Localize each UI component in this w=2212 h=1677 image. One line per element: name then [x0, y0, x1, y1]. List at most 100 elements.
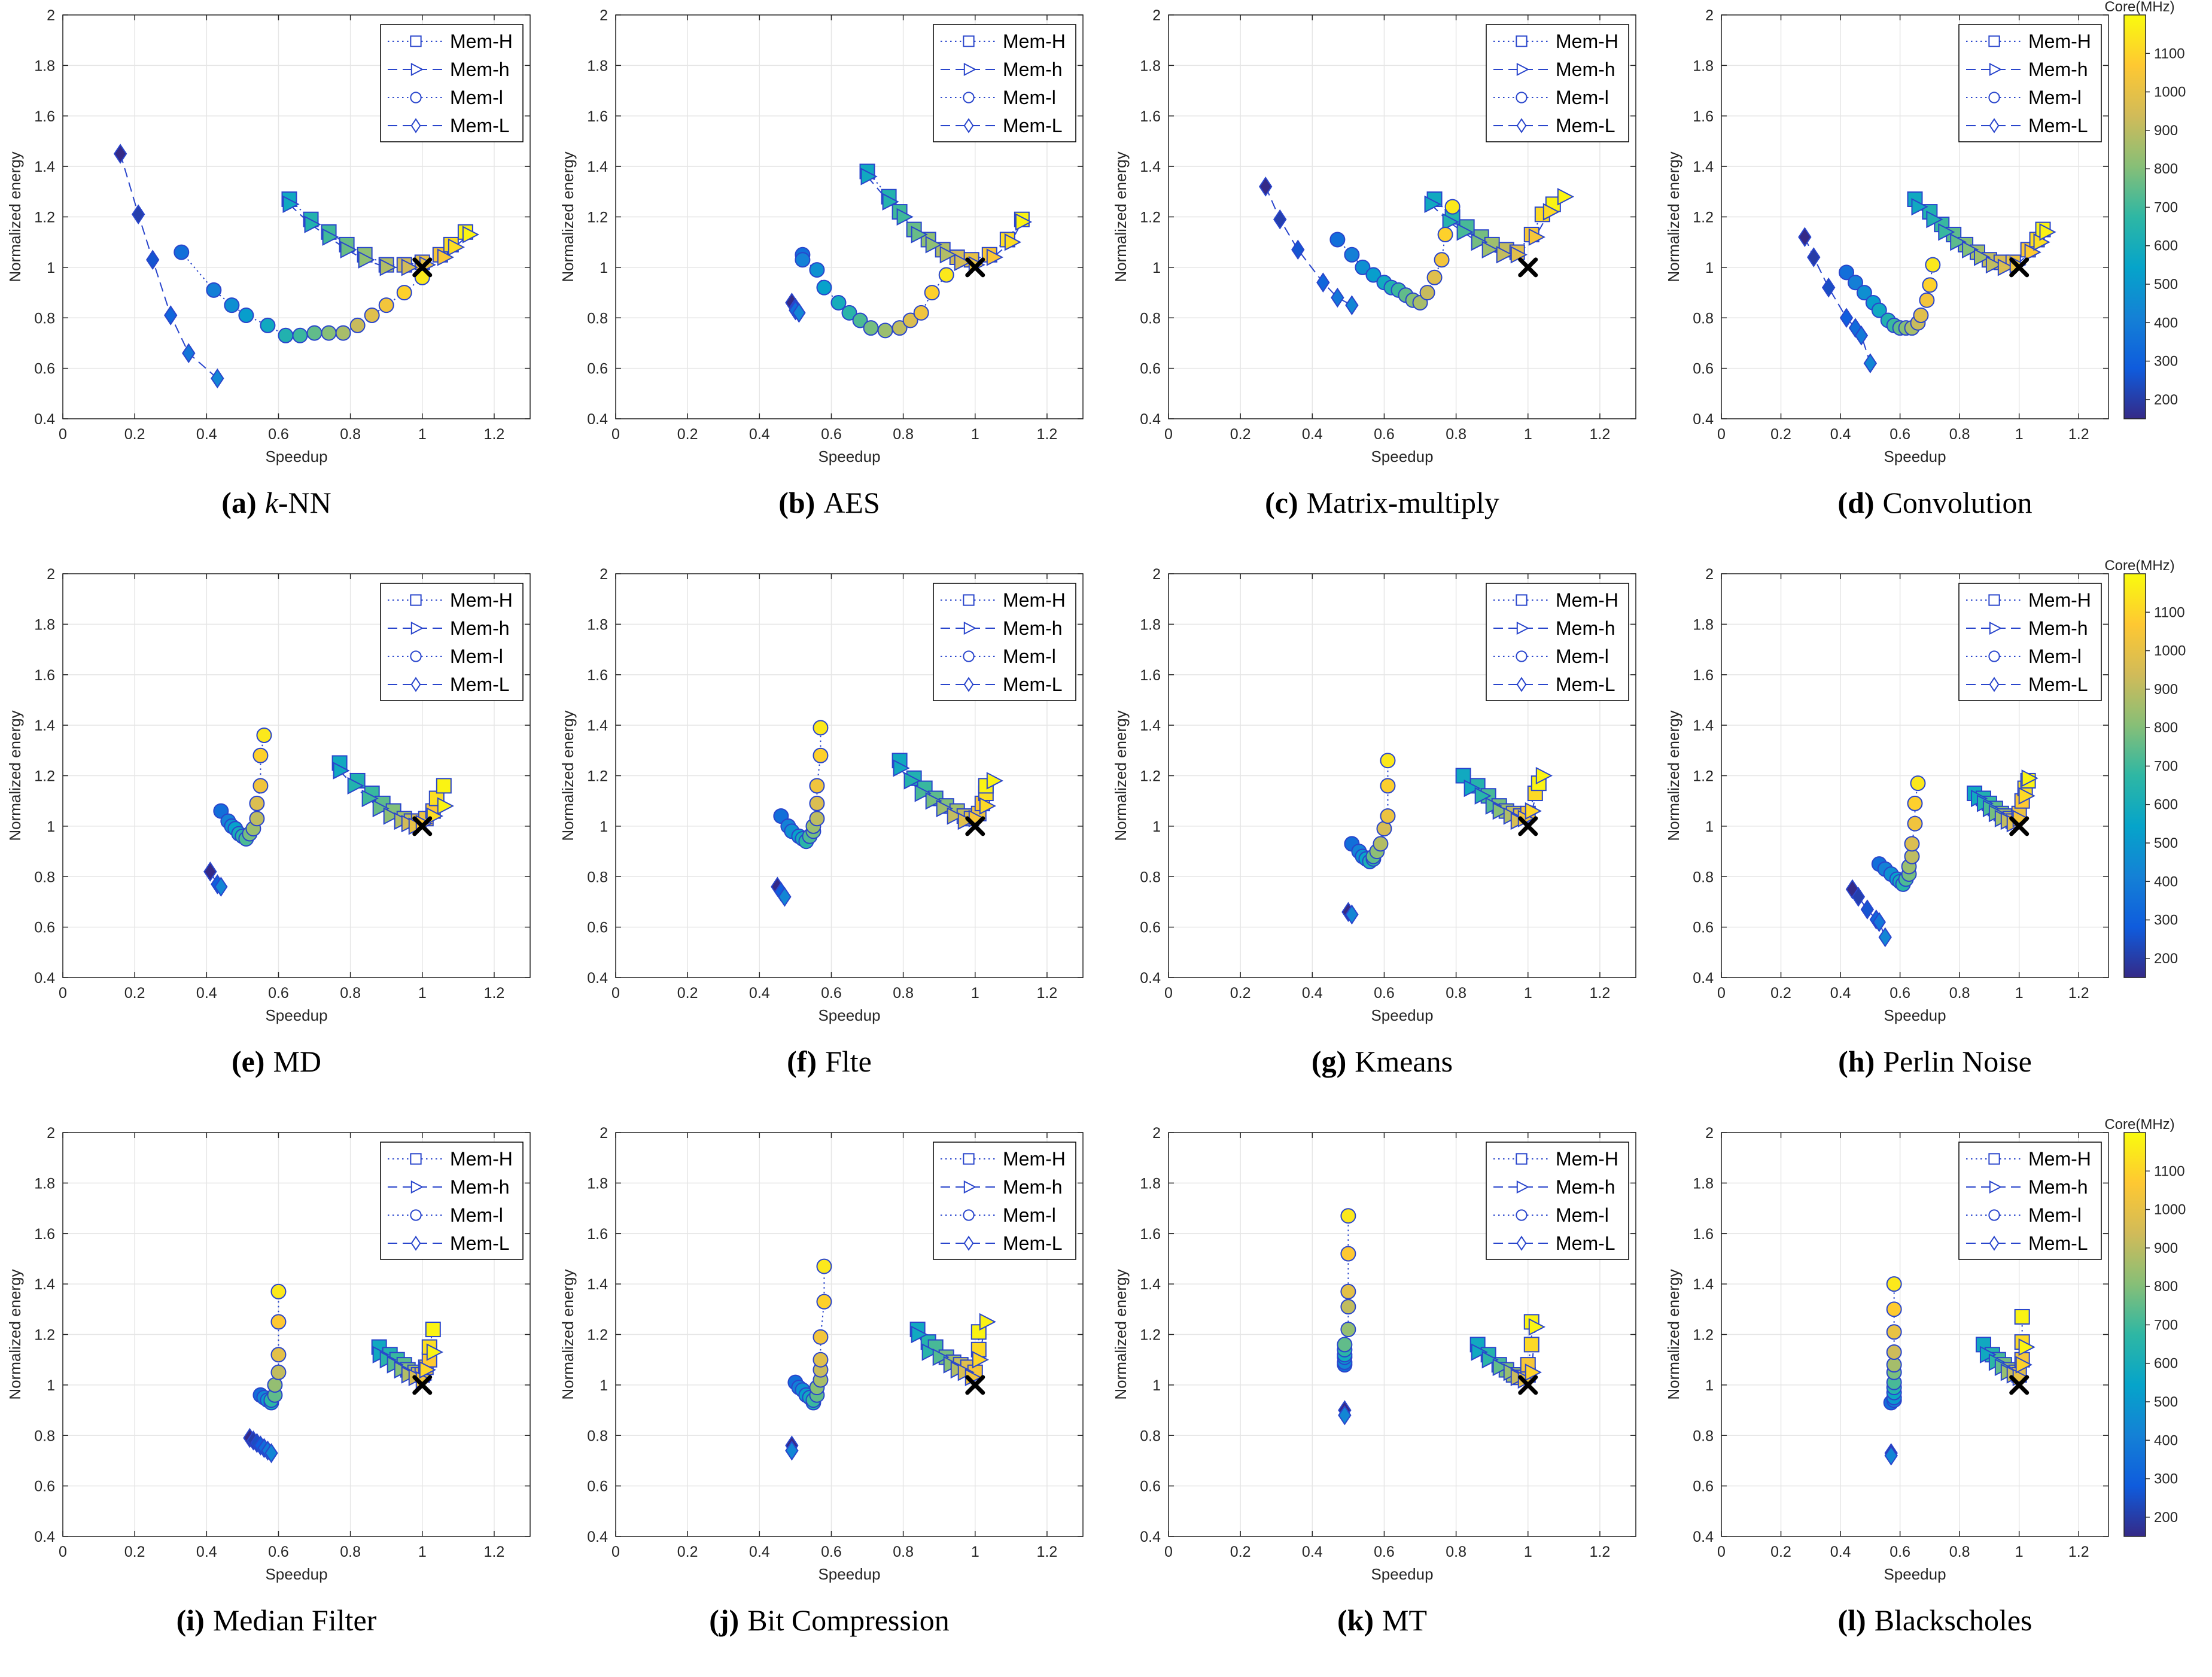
y-tick-label: 1.2	[1140, 1327, 1161, 1344]
x-tick-label: 1	[1524, 426, 1532, 443]
x-tick-label: 0.4	[1830, 985, 1851, 1002]
x-tick-label: 0.8	[1446, 1544, 1466, 1560]
x-axis-label: Speedup	[1884, 448, 1946, 465]
data-point-marker-triangle	[1004, 233, 1022, 251]
y-tick-label: 0.6	[1693, 361, 1714, 378]
chart-canvas-g: 0 0.2 0.4 0.6 0.8 1 1.2 0.4 0.6 0.8 1 1.2 1.4 1.6 1.8 2…	[1112, 566, 1636, 1024]
x-tick-label: 0.6	[1374, 426, 1395, 443]
legend-label: Mem-h	[1003, 1176, 1063, 1198]
data-point-marker-diamond	[1989, 1235, 2000, 1251]
data-point-marker-circle	[270, 1314, 287, 1330]
data-point-marker-circle	[252, 778, 269, 794]
legend-box	[933, 24, 1076, 142]
data-point-marker-triangle	[437, 248, 454, 266]
subplot-caption-g: (g) Kmeans	[1106, 1028, 1659, 1134]
data-point-marker-triangle	[2024, 243, 2041, 261]
legend-label: Mem-h	[2028, 1176, 2088, 1198]
data-point-marker-circle	[1340, 1208, 1356, 1224]
data-point-marker-diamond	[1848, 318, 1863, 338]
data-point-marker-diamond	[1854, 325, 1869, 346]
y-axis-label: Normalized energy	[6, 1269, 24, 1399]
data-point-marker-triangle	[333, 762, 350, 780]
chart-canvas-a: 0 0.2 0.4 0.6 0.8 1 1.2 0.4 0.6 0.8 1 1.2 1.4 1.6 1.8 2…	[6, 7, 531, 465]
y-tick-label: 1.4	[34, 159, 55, 175]
x-tick-label: 0	[59, 426, 67, 443]
chart-canvas-j: 0 0.2 0.4 0.6 0.8 1 1.2 0.4 0.6 0.8 1 1.2 1.4 1.6 1.8 2…	[559, 1125, 1084, 1583]
subplot-h-perlin-noise: 0 0.2 0.4 0.6 0.8 1 1.2 0.4 0.6 0.8 1 1.2 1.4 1.6 1.8 2…	[1659, 558, 2211, 1118]
x-axis-label: Speedup	[818, 1565, 880, 1583]
y-axis-label: Normalized energy	[6, 151, 24, 282]
data-point-marker-circle	[877, 322, 893, 339]
y-tick-label: 2	[1705, 566, 1714, 583]
legend-label: Mem-l	[2028, 87, 2082, 108]
data-point-marker-circle	[1922, 277, 1938, 293]
x-axis-label: Speedup	[265, 1006, 327, 1024]
data-point-marker-triangle	[448, 238, 465, 256]
data-point-marker-circle	[1419, 285, 1435, 301]
x-tick-label: 0.8	[893, 426, 914, 443]
data-point-marker-square	[1988, 1153, 2000, 1165]
caption-index-label: (k)	[1337, 1603, 1374, 1637]
x-tick-label: 0.8	[1446, 426, 1466, 443]
colorbar-tick-label: 900	[2154, 681, 2178, 698]
x-tick-label: 0.2	[124, 426, 145, 443]
y-tick-label: 2	[600, 1125, 608, 1142]
legend-label: Mem-h	[1556, 1176, 1615, 1198]
x-tick-label: 0.2	[677, 426, 698, 443]
x-tick-label: 0.2	[1770, 1544, 1791, 1560]
subplot-d-convolution: 0 0.2 0.4 0.6 0.8 1 1.2 0.4 0.6 0.8 1 1.2 1.4 1.6 1.8 2…	[1659, 0, 2211, 559]
data-point-marker-circle	[813, 720, 829, 736]
data-point-marker-circle	[841, 305, 857, 321]
y-tick-label: 1	[47, 818, 55, 835]
data-point-marker-triangle	[1516, 621, 1529, 635]
data-point-marker-circle	[1337, 1337, 1353, 1353]
x-axis-label: Speedup	[818, 448, 880, 465]
data-point-marker-square	[410, 594, 422, 606]
y-axis-label: Normalized energy	[1112, 710, 1130, 841]
x-tick-label: 1.2	[1590, 1544, 1611, 1560]
caption-name: -NN	[278, 486, 331, 519]
y-tick-label: 1.8	[1693, 1175, 1714, 1192]
data-point-marker-circle	[1516, 1209, 1528, 1221]
chart-canvas-f: 0 0.2 0.4 0.6 0.8 1 1.2 0.4 0.6 0.8 1 1.2 1.4 1.6 1.8 2…	[559, 566, 1084, 1024]
data-point-marker-triangle	[358, 251, 375, 269]
data-point-marker-diamond	[963, 118, 974, 133]
colorbar	[2123, 1132, 2146, 1537]
data-point-marker-triangle	[419, 1361, 436, 1379]
legend-box	[1486, 24, 1629, 142]
x-tick-label: 0.4	[1302, 426, 1323, 443]
data-point-marker-triangle	[1456, 223, 1474, 241]
data-point-marker-square	[1455, 768, 1471, 784]
legend-label: Mem-h	[2028, 617, 2088, 639]
data-point-marker-diamond	[131, 204, 145, 225]
y-tick-label: 0.6	[587, 361, 608, 378]
colorbar-tick-label: 200	[2154, 1509, 2178, 1526]
data-point-marker-triangle	[379, 258, 397, 276]
data-point-marker-circle	[260, 317, 276, 333]
data-point-marker-circle	[206, 282, 222, 298]
x-tick-label: 0.2	[1770, 985, 1791, 1002]
data-point-marker-triangle	[304, 215, 321, 233]
y-tick-label: 1.8	[587, 616, 608, 633]
y-tick-label: 2	[1152, 7, 1161, 24]
data-point-marker-triangle	[1950, 233, 1967, 251]
y-tick-label: 0.8	[1140, 869, 1161, 885]
data-point-marker-triangle	[340, 241, 357, 258]
x-tick-label: 1.2	[1037, 1544, 1058, 1560]
data-point-marker-triangle	[954, 253, 971, 272]
colorbar-tick-label: 400	[2154, 1432, 2178, 1448]
colorbar-tick-label: 1100	[2154, 45, 2185, 62]
x-tick-label: 0.6	[268, 985, 289, 1002]
data-point-marker-triangle	[947, 807, 964, 825]
colorbar-tick-label: 1100	[2154, 1163, 2185, 1179]
legend-label: Mem-H	[1003, 31, 1066, 52]
y-tick-label: 0.4	[587, 1529, 608, 1545]
x-tick-label: 0.4	[1302, 1544, 1323, 1560]
caption-index-label: (f)	[787, 1045, 817, 1078]
colorbar-tick-label: 600	[2154, 238, 2178, 254]
data-point-marker-square	[963, 35, 975, 47]
baseline-x-marker	[412, 816, 433, 836]
baseline-x-marker	[2009, 257, 2030, 278]
data-point-marker-circle	[349, 317, 366, 333]
